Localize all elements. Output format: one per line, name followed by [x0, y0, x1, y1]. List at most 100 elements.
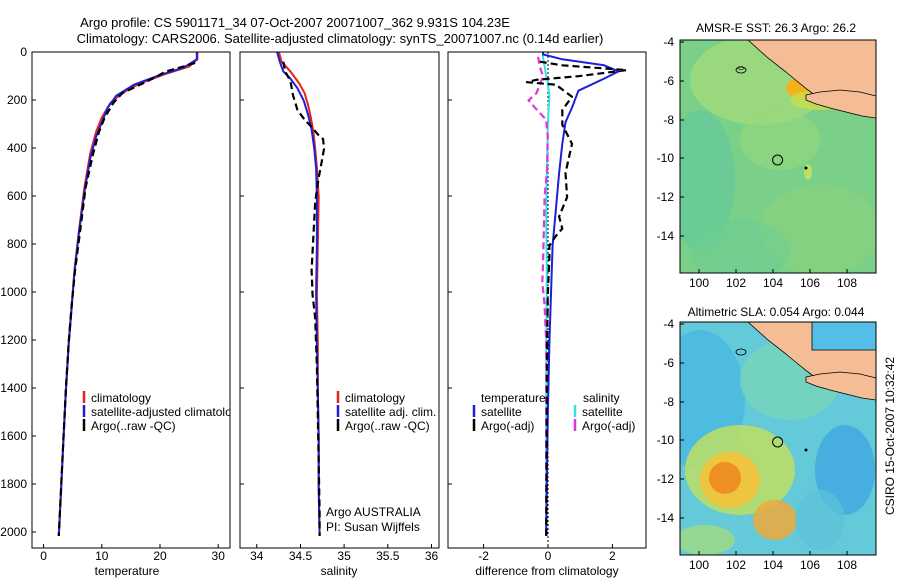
legend-label: Argo(-adj) — [582, 419, 635, 433]
float-annotation-line-1: Argo AUSTRALIA — [326, 505, 421, 519]
christmas-island-marker — [804, 166, 808, 170]
salinity-argo-line — [282, 61, 326, 536]
legend-label: Argo(..raw -QC) — [345, 419, 430, 433]
sst-map-lat-label: -10 — [657, 151, 675, 165]
sst-map-lon-label: 102 — [726, 276, 746, 290]
sla-map-lat-label: -14 — [657, 511, 675, 525]
java-landmass — [805, 89, 876, 119]
temperature-x-tick-label: 0 — [40, 549, 47, 563]
temperature-tick-marks — [32, 51, 219, 548]
sst-map-field — [680, 40, 876, 273]
salinity-x-tick-label: 35 — [337, 549, 351, 563]
temperature-x-tick-label: 30 — [212, 549, 226, 563]
sla-map-lon-label: 104 — [763, 558, 783, 572]
sla-map-lat-label: -10 — [657, 433, 675, 447]
legend-label: Argo(-adj) — [481, 419, 534, 433]
sst-map-lon-label: 100 — [689, 276, 709, 290]
legend-label: Argo(..raw -QC) — [91, 419, 176, 433]
legend-label: satellite adj. clim. — [345, 405, 436, 419]
sla-map-lat-label: -12 — [657, 472, 675, 486]
temperature-argo-line — [57, 61, 196, 536]
sla-map-ticks — [680, 323, 848, 555]
difference-axes-frame — [447, 51, 647, 549]
sla-map-lat-label: -6 — [663, 356, 674, 370]
christmas-island-marker — [804, 448, 808, 452]
sst-map-lat-label: -8 — [663, 113, 674, 127]
legend-label: satellite-adjusted climatology — [91, 405, 244, 419]
sst-map-panel: AMSR-E SST: 26.3 Argo: 26.2 — [657, 21, 877, 290]
salinity-legend: climatology satellite adj. clim. Argo(..… — [336, 391, 436, 433]
salinity-argo-diff-line — [527, 56, 549, 536]
java-landmass — [805, 371, 876, 401]
legend-label: climatology — [345, 391, 405, 405]
sla-map-title: Altimetric SLA: 0.054 Argo: 0.044 — [688, 305, 865, 319]
difference-legend: temperature salinity satellite Argo(-adj… — [472, 391, 635, 433]
temperature-satellite-line — [57, 52, 198, 536]
difference-x-tick-label: 0 — [545, 549, 552, 563]
figure-title-line-1: Argo profile: CS 5901171_34 07-Oct-2007 … — [80, 15, 510, 30]
sst-map-frame — [679, 39, 877, 274]
depth-tick-label: 1400 — [0, 381, 27, 395]
legend-label: satellite — [582, 405, 623, 419]
salinity-x-tick-label: 35.5 — [376, 549, 400, 563]
legend-header-salinity: salinity — [583, 391, 620, 405]
sst-map-lat-label: -4 — [663, 35, 674, 49]
depth-tick-label: 600 — [7, 189, 27, 203]
difference-x-tick-label: -2 — [478, 549, 489, 563]
sla-map-lon-label: 108 — [837, 558, 857, 572]
salinity-panel: 34 34.5 35 35.5 36 salinity climatology … — [239, 51, 440, 578]
depth-tick-label: 2000 — [0, 525, 27, 539]
legend-label: satellite — [481, 405, 522, 419]
depth-axis: 0 200 400 600 800 1000 1200 1400 1600 18… — [0, 45, 27, 539]
argo-float-position-marker — [772, 154, 784, 166]
temperature-axes-frame — [31, 51, 231, 549]
sst-map-title: AMSR-E SST: 26.3 Argo: 26.2 — [696, 21, 856, 35]
island-outline — [735, 66, 747, 74]
depth-tick-label: 1200 — [0, 333, 27, 347]
temperature-x-axis-label: temperature — [95, 564, 160, 578]
depth-tick-label: 1000 — [0, 285, 27, 299]
sst-map-lat-label: -12 — [657, 190, 675, 204]
csiro-timestamp: CSIRO 15-Oct-2007 10:32:42 — [883, 357, 897, 515]
legend-label: climatology — [91, 391, 151, 405]
difference-x-axis-label: difference from climatology — [475, 564, 618, 578]
depth-tick-label: 200 — [7, 93, 27, 107]
salinity-tick-marks — [240, 99, 432, 548]
sst-map-lon-label: 104 — [763, 276, 783, 290]
sla-map-lon-label: 100 — [689, 558, 709, 572]
depth-tick-label: 400 — [7, 141, 27, 155]
sst-map-lon-label: 108 — [837, 276, 857, 290]
sla-map-lon-label: 106 — [800, 558, 820, 572]
sst-map-lon-label: 106 — [800, 276, 820, 290]
temperature-x-tick-label: 20 — [153, 549, 167, 563]
temperature-traces — [57, 52, 199, 536]
temperature-legend: climatology satellite-adjusted climatolo… — [82, 391, 244, 433]
temperature-argo-diff-line — [525, 60, 628, 536]
sla-map-frame — [679, 321, 877, 556]
depth-tick-label: 0 — [20, 45, 27, 59]
salinity-traces — [276, 52, 326, 536]
argo-float-position-marker — [772, 436, 784, 448]
sst-map-lat-label: -14 — [657, 229, 675, 243]
difference-tick-marks — [448, 99, 613, 548]
island-outline — [735, 348, 747, 356]
difference-panel: -2 0 2 difference from climatology tempe… — [447, 51, 647, 578]
sst-map-lat-label: -6 — [663, 74, 674, 88]
legend-header-temperature: temperature — [481, 391, 546, 405]
sla-map-field — [680, 322, 876, 555]
salinity-axes-frame — [239, 51, 440, 549]
figure-title-line-2: Climatology: CARS2006. Satellite-adjuste… — [77, 31, 604, 46]
temperature-climatology-line — [57, 52, 199, 536]
sla-map-lat-label: -8 — [663, 395, 674, 409]
temperature-x-tick-label: 10 — [95, 549, 109, 563]
sst-map-ticks — [680, 41, 848, 273]
sla-map-lon-label: 102 — [726, 558, 746, 572]
sla-map-lat-label: -4 — [663, 317, 674, 331]
salinity-x-tick-label: 34.5 — [289, 549, 313, 563]
salinity-x-tick-label: 36 — [425, 549, 439, 563]
depth-tick-label: 800 — [7, 237, 27, 251]
salinity-x-tick-label: 34 — [250, 549, 264, 563]
depth-tick-label: 1600 — [0, 429, 27, 443]
salinity-x-axis-label: salinity — [321, 564, 358, 578]
